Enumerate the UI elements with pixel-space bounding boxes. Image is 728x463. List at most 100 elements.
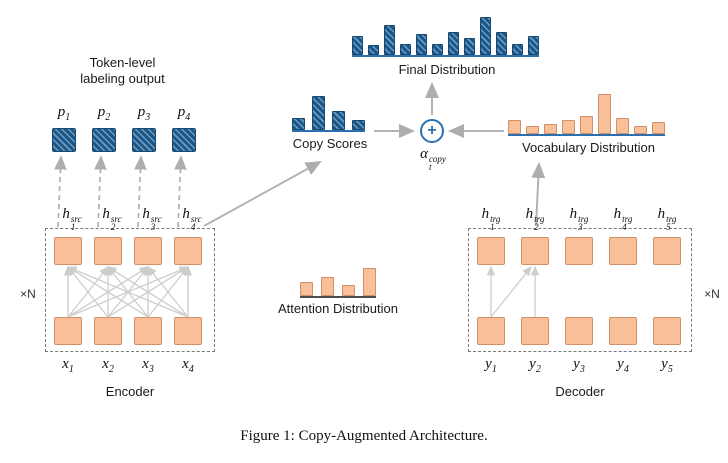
h4src-sup: src (190, 214, 202, 224)
encoder-attention-lines (63, 265, 193, 318)
h3src-sub: 3 (150, 222, 156, 232)
vocabulary_distribution-bar (544, 124, 557, 134)
h4trg-sub: 4 (622, 222, 627, 232)
h1trg-sup: trg (490, 214, 501, 224)
attention_distribution-bar (300, 282, 313, 296)
decoder-input-square-5 (653, 317, 681, 345)
final_distribution-bar (528, 36, 539, 55)
h4trg-sup: trg (622, 214, 633, 224)
x4-base: x (182, 356, 189, 372)
encoder-hidden-label-3: h src 3 (132, 206, 172, 232)
decoder-input-label-1: y1 (471, 356, 511, 375)
encoder-hidden-label-2: h src 2 (92, 206, 132, 232)
p2-output-square (92, 128, 116, 152)
p4-base: p (177, 104, 186, 120)
alpha-sub: t (428, 162, 432, 172)
alpha-copy-label: α copy t (410, 146, 456, 172)
p1-output-square (52, 128, 76, 152)
x3-base: x (142, 356, 149, 372)
h4src-sub: 4 (190, 222, 196, 232)
decoder-hidden-label-4: h trg 4 (603, 206, 643, 232)
vocabulary-distribution-title: Vocabulary Distribution (522, 140, 655, 155)
encoder-hidden-square-2 (94, 237, 122, 265)
y3-base: y (573, 356, 580, 372)
final_distribution-bar (400, 44, 411, 55)
p1-base: p (57, 104, 66, 120)
x2-base: x (102, 356, 109, 372)
decoder-box (468, 228, 692, 352)
y2-sub: 2 (535, 364, 541, 375)
p4-output-square (172, 128, 196, 152)
attention_distribution-bar (342, 285, 355, 296)
y1-base: y (485, 356, 492, 372)
encoder-input-square-1 (54, 317, 82, 345)
copy_scores-bar (352, 120, 365, 130)
p4-sub: 4 (185, 112, 191, 123)
figure-caption: Figure 1: Copy-Augmented Architecture. (240, 428, 488, 444)
decoder-input-square-1 (477, 317, 505, 345)
p3-output-square (132, 128, 156, 152)
token-output-label: Token-level labeling output (40, 55, 205, 87)
y5-sub: 5 (667, 364, 673, 375)
copy_scores-bar (312, 96, 325, 130)
p2-sub: 2 (105, 112, 111, 123)
h3src-base: h (142, 206, 150, 222)
attention-distribution-chart (300, 268, 376, 298)
alpha-sup: copy (428, 154, 446, 164)
token-output-arrows (54, 155, 187, 228)
h1trg-base: h (481, 206, 490, 222)
p2-base: p (97, 104, 106, 120)
y5-base: y (661, 356, 668, 372)
x2-sub: 2 (108, 364, 114, 375)
p3-sub: 3 (145, 112, 151, 123)
x3-sub: 3 (148, 364, 154, 375)
h1src-base: h (62, 206, 70, 222)
decoder-input-label-2: y2 (515, 356, 555, 375)
decoder-input-label-3: y3 (559, 356, 599, 375)
encoder-input-label-4: x4 (168, 356, 208, 375)
decoder-input-square-3 (565, 317, 593, 345)
h2trg-base: h (525, 206, 534, 222)
p1-label: p1 (44, 104, 84, 123)
h3trg-sup: trg (578, 214, 589, 224)
p4-label: p4 (164, 104, 204, 123)
vocabulary_distribution-bar (526, 126, 539, 134)
vocabulary_distribution-bar (580, 116, 593, 134)
decoder-hidden-square-4 (609, 237, 637, 265)
final-distribution-title: Final Distribution (398, 62, 496, 77)
h3trg-sub: 3 (578, 222, 583, 232)
p3-base: p (137, 104, 146, 120)
h2trg-sub: 2 (534, 222, 539, 232)
h4src-base: h (182, 206, 190, 222)
decoder-hidden-label-1: h trg 1 (471, 206, 511, 232)
copy-scores-chart (292, 96, 365, 132)
y4-sub: 4 (623, 364, 629, 375)
decoder-input-square-2 (521, 317, 549, 345)
final_distribution-bar (384, 25, 395, 55)
p3-label: p3 (124, 104, 164, 123)
final_distribution-bar (496, 32, 507, 55)
decoder-input-label-5: y5 (647, 356, 687, 375)
copy_scores-bar (332, 111, 345, 130)
vocabulary_distribution-bar (616, 118, 629, 134)
alpha-base: α (420, 146, 428, 162)
h3src-sup: src (150, 214, 162, 224)
x1-sub: 1 (68, 364, 74, 375)
p1-sub: 1 (65, 112, 71, 123)
h2trg-sup: trg (534, 214, 545, 224)
vocabulary-distribution-chart (508, 94, 665, 136)
decoder-hidden-label-2: h trg 2 (515, 206, 555, 232)
encoder-box (45, 228, 215, 352)
encoder-input-label-2: x2 (88, 356, 128, 375)
h1src-sup: src (70, 214, 82, 224)
y4-base: y (617, 356, 624, 372)
attention_distribution-bar (363, 268, 376, 296)
decoder-hidden-square-1 (477, 237, 505, 265)
vocabulary_distribution-bar (652, 122, 665, 134)
encoder-input-square-3 (134, 317, 162, 345)
plus-combination-icon: + (420, 119, 444, 143)
vocabulary_distribution-bar (562, 120, 575, 134)
decoder-hidden-square-2 (521, 237, 549, 265)
final_distribution-bar (480, 17, 491, 55)
